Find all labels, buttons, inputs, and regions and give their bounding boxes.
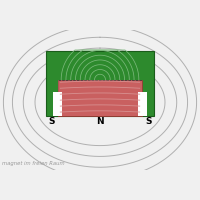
Bar [58, 80, 142, 116]
Text: S: S [145, 117, 152, 126]
Bar [138, 92, 147, 116]
Bar [46, 51, 154, 116]
Bar [53, 92, 62, 116]
Text: N: N [96, 117, 104, 126]
Text: S: S [48, 117, 55, 126]
Bar [58, 80, 142, 116]
Text: magnet im freien Raum: magnet im freien Raum [2, 161, 65, 166]
